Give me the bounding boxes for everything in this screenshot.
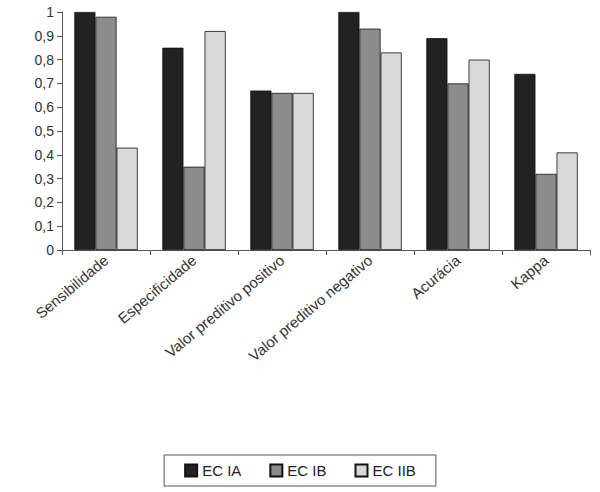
svg-text:Sensibilidade: Sensibilidade [32, 251, 111, 321]
svg-text:0,2: 0,2 [35, 194, 55, 210]
svg-text:Acurácia: Acurácia [408, 251, 464, 302]
svg-text:0,4: 0,4 [35, 147, 55, 163]
svg-text:0,6: 0,6 [35, 99, 55, 115]
svg-text:Especificidade: Especificidade [114, 251, 199, 326]
svg-text:Kappa: Kappa [507, 251, 552, 292]
svg-text:Valor preditivo positivo: Valor preditivo positivo [161, 251, 288, 361]
svg-text:1: 1 [46, 4, 54, 20]
svg-text:0,1: 0,1 [35, 218, 55, 234]
svg-text:0,7: 0,7 [35, 75, 55, 91]
svg-text:0,5: 0,5 [35, 123, 55, 139]
svg-text:EC IIB: EC IIB [373, 462, 416, 479]
svg-text:0,8: 0,8 [35, 52, 55, 68]
svg-text:EC IB: EC IB [287, 462, 326, 479]
svg-text:EC IA: EC IA [202, 462, 241, 479]
svg-text:0,9: 0,9 [35, 28, 55, 44]
svg-text:Valor preditivo negativo: Valor preditivo negativo [245, 251, 375, 364]
svg-text:0,3: 0,3 [35, 171, 55, 187]
svg-text:0: 0 [46, 242, 54, 258]
